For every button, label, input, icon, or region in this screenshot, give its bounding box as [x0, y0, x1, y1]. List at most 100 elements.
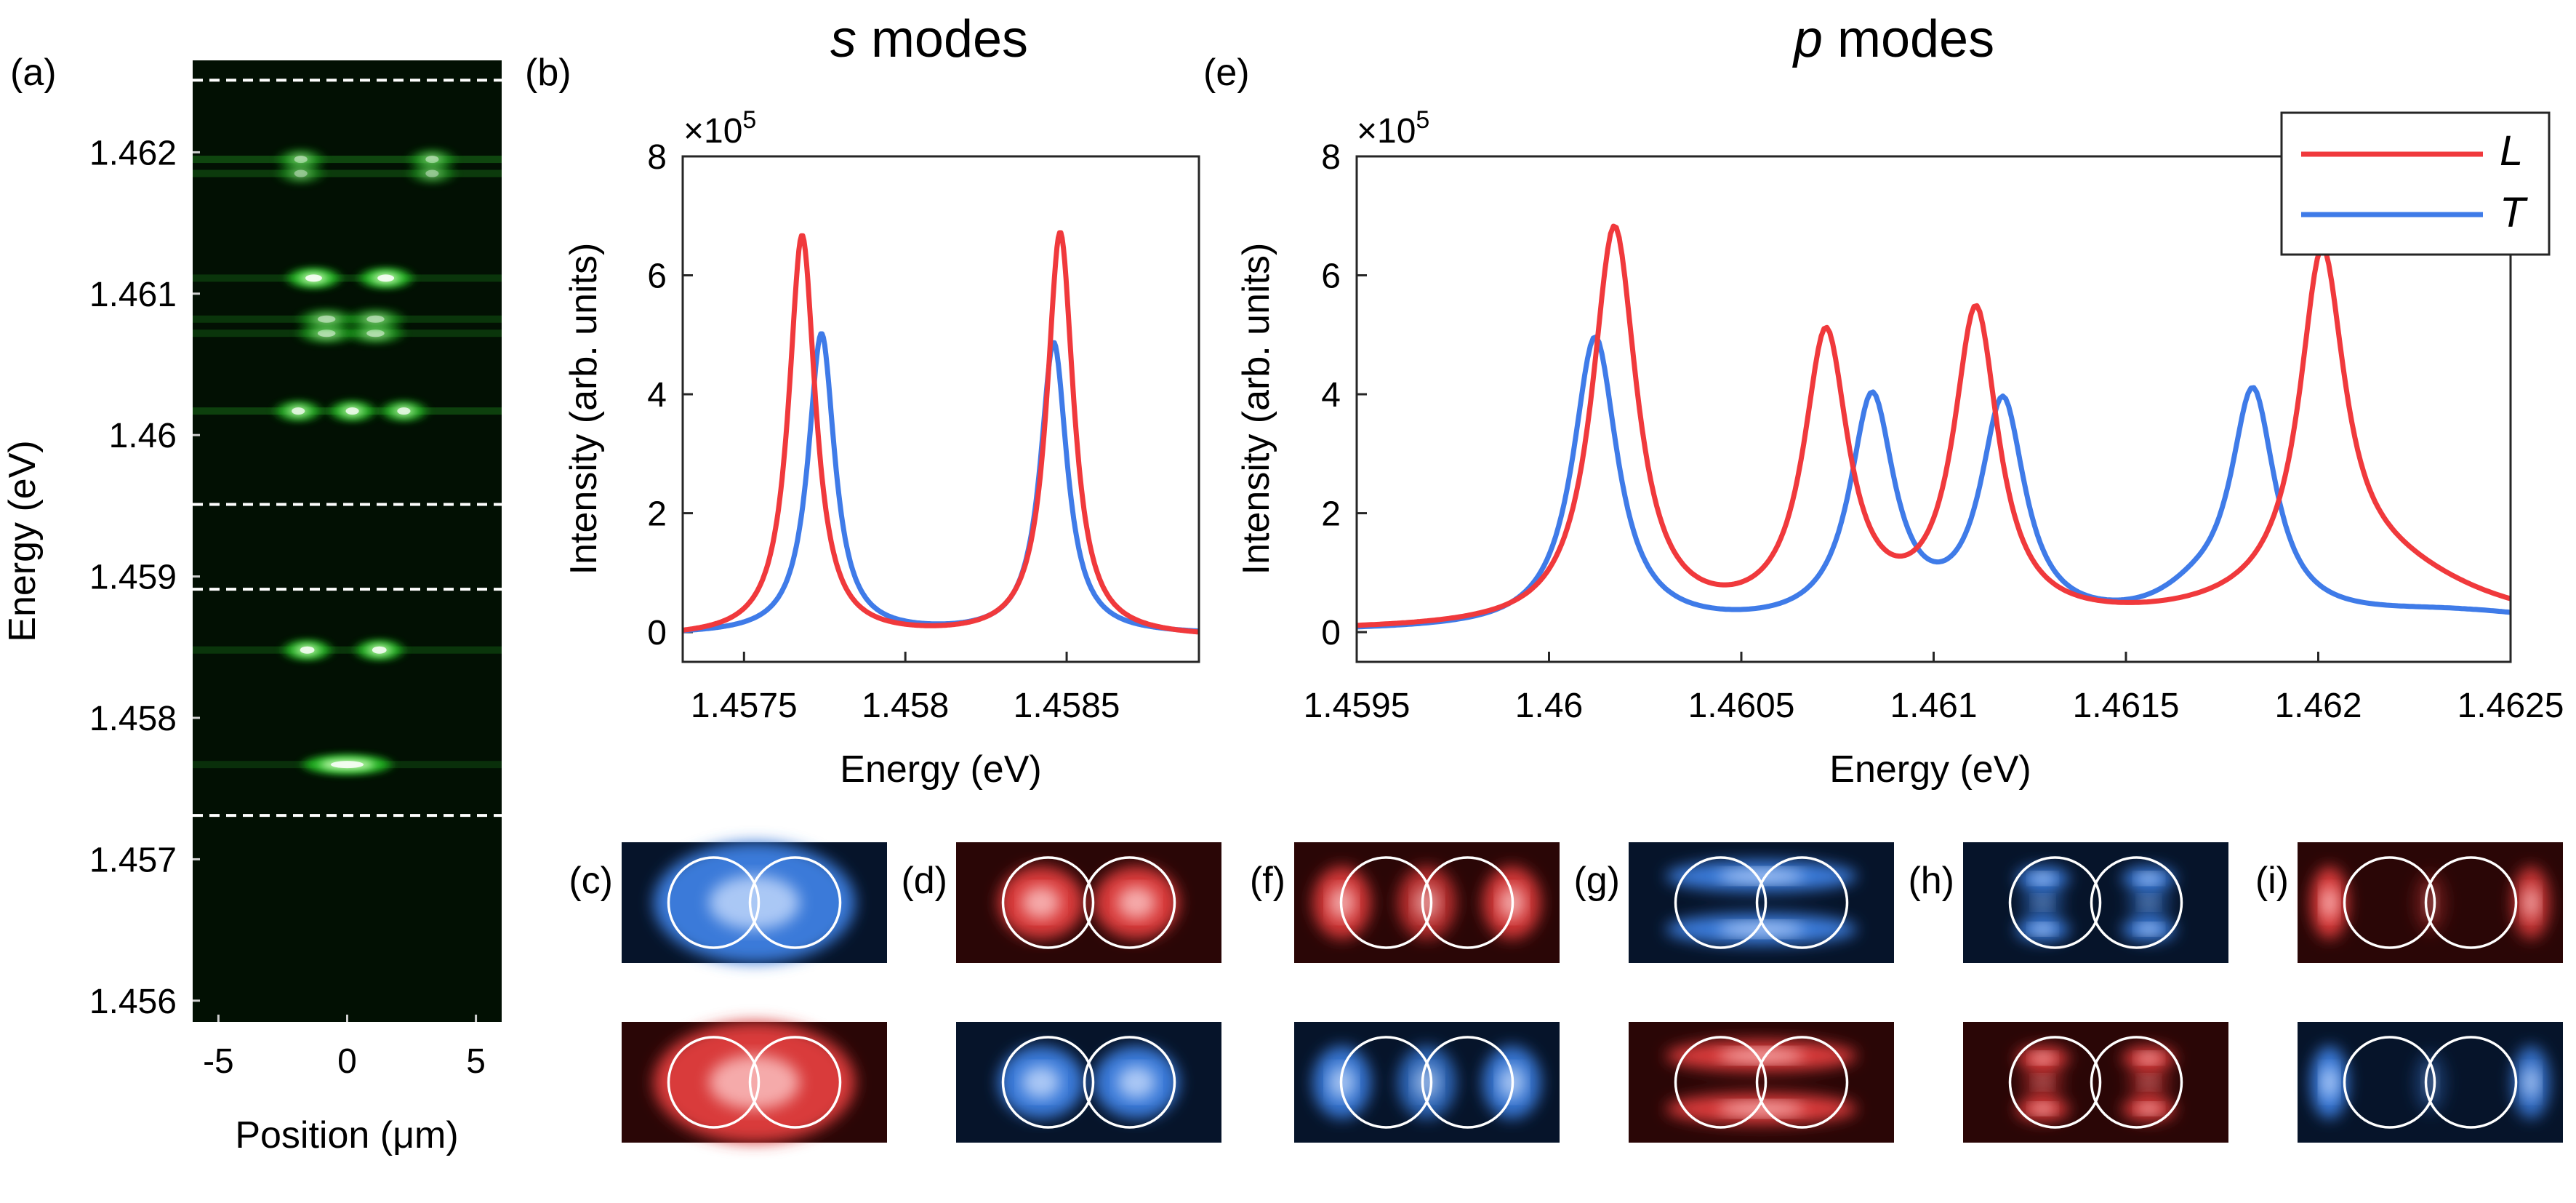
emission-spot	[360, 268, 412, 289]
emission-spot	[278, 163, 323, 184]
e-xtick-label: 1.4595	[1304, 687, 1411, 725]
legend[interactable]: L T	[2280, 111, 2551, 256]
pillar-outline	[1083, 856, 1176, 949]
e-x-axis-label: Energy (eV)	[1829, 748, 2031, 791]
mode-image-group: (i)	[2255, 842, 2563, 1143]
a-ytick-label: 1.461	[89, 276, 177, 314]
pillar-outline	[1421, 1036, 1514, 1129]
pillar-outline	[1755, 856, 1849, 949]
b-xtick-label: 1.4575	[691, 687, 798, 725]
emission-band	[193, 646, 502, 654]
a-xtick-label: 0	[337, 1042, 357, 1081]
e-y-axis-label: Intensity (arb. units)	[1235, 243, 1277, 575]
a-x-axis-label: Position (μm)	[235, 1114, 458, 1156]
mode-image-bottom	[1294, 1022, 1560, 1143]
b-ytick-label: 2	[647, 495, 667, 534]
a-ytick-label: 1.457	[89, 841, 177, 879]
legend-label-T: T	[2500, 189, 2528, 236]
pillar-outline	[2343, 1036, 2436, 1129]
mode-image-top	[622, 842, 887, 963]
e-xtick-label: 1.4625	[2457, 687, 2564, 725]
mode-window-lines	[193, 79, 502, 818]
b-ytick-label: 8	[647, 138, 667, 177]
emission-spot	[410, 163, 454, 184]
b-y-axis-label: Intensity (arb. units)	[563, 243, 605, 575]
mode-image-bottom	[1629, 1022, 1894, 1143]
emission-spot	[382, 401, 426, 422]
emission-band	[193, 274, 502, 282]
e-ytick-label: 4	[1321, 376, 1341, 415]
panel-label-a: (a)	[10, 52, 57, 94]
s-modes-title: s modes	[830, 10, 1028, 68]
pillar-outline	[1674, 856, 1768, 949]
mode-images: (c) (d) (f) (g) (h) (i)	[569, 842, 2563, 1143]
b-series	[683, 230, 1199, 635]
emission-spot	[299, 308, 354, 329]
emission-spot	[284, 639, 331, 660]
a-ytick-label: 1.459	[89, 559, 177, 597]
b-x-axis-label: Energy (eV)	[840, 748, 1041, 791]
pillar-outline	[1755, 1036, 1849, 1129]
legend-label-L: L	[2500, 127, 2523, 175]
emission-spot	[348, 323, 403, 344]
pillar-outline	[1421, 856, 1514, 949]
b-y-ticks: 0 2 4 6 8	[647, 138, 693, 652]
b-ytick-label: 4	[647, 376, 667, 415]
emission-spot	[299, 323, 354, 344]
pillar-outline	[1001, 1036, 1095, 1129]
emission-haze	[193, 60, 502, 1022]
emission-spot	[348, 308, 403, 329]
panel-a-spectral-image: (a) 1.456 1.457 1.458 1.459 1.46 1.461 1.462 -…	[1, 52, 502, 1156]
pillar-outline	[2008, 856, 2102, 949]
pillar-outline	[1001, 856, 1095, 949]
emission-spot	[278, 149, 323, 170]
mode-image-bottom	[956, 1022, 1221, 1143]
pillar-outline	[2090, 1036, 2183, 1129]
pillar-outline	[1674, 1036, 1768, 1129]
b-axes-frame	[681, 155, 1200, 663]
emission-spot	[330, 401, 374, 422]
a-xtick-label: 5	[466, 1042, 486, 1081]
legend-box	[2280, 111, 2551, 256]
e-xtick-label: 1.462	[2274, 687, 2362, 725]
pillar-outline	[667, 856, 761, 949]
a-ytick-label: 1.458	[89, 700, 177, 738]
a-xtick-label: -5	[203, 1042, 234, 1081]
p-modes-title: p modes	[1792, 10, 1994, 68]
mode-panel-label: (g)	[1573, 860, 1620, 902]
pillar-outline	[1339, 856, 1433, 949]
a-y-ticks: 1.456 1.457 1.458 1.459 1.46 1.461 1.462	[89, 134, 200, 1021]
a-y-axis-label: Energy (eV)	[1, 440, 44, 642]
mode-image-bottom	[622, 1022, 887, 1143]
pillar-outline	[2090, 856, 2183, 949]
e-xtick-label: 1.461	[1890, 687, 1977, 725]
mode-image-top	[1294, 842, 1560, 963]
pillar-outline	[2343, 856, 2436, 949]
e-y-ticks: 0 2 4 6 8	[1321, 138, 1367, 652]
pillar-outline	[748, 1036, 842, 1129]
b-x-ticks: 1.4575 1.458 1.4585	[691, 652, 1120, 725]
e-xtick-label: 1.4605	[1688, 687, 1795, 725]
e-exponent-label: ×105	[1357, 106, 1429, 151]
e-xtick-label: 1.4615	[2073, 687, 2180, 725]
pillar-outline	[748, 856, 842, 949]
b-ytick-label: 6	[647, 257, 667, 296]
mode-image-group: (c)	[569, 842, 887, 1143]
b-xtick-label: 1.4585	[1014, 687, 1120, 725]
mode-image-group: (d)	[901, 842, 1221, 1143]
e-series	[1357, 223, 2511, 630]
pillar-outline	[1339, 1036, 1433, 1129]
panel-b-s-mode-spectra: (b) s modes ×105 0 2 4 6 8 1.4575 1.458 1.4585…	[525, 10, 1200, 791]
b-ytick-label: 0	[647, 614, 667, 652]
e-x-ticks: 1.4595 1.46 1.4605 1.461 1.4615 1.462 1.4625	[1304, 652, 2564, 725]
b-series-L	[683, 230, 1199, 635]
e-ytick-label: 2	[1321, 495, 1341, 534]
emission-spot	[410, 149, 454, 170]
emission-spot	[287, 268, 340, 289]
emission-spot	[276, 401, 321, 422]
mode-panel-label: (c)	[569, 860, 613, 902]
e-ytick-label: 0	[1321, 614, 1341, 652]
mode-image-group: (g)	[1573, 842, 1894, 1143]
